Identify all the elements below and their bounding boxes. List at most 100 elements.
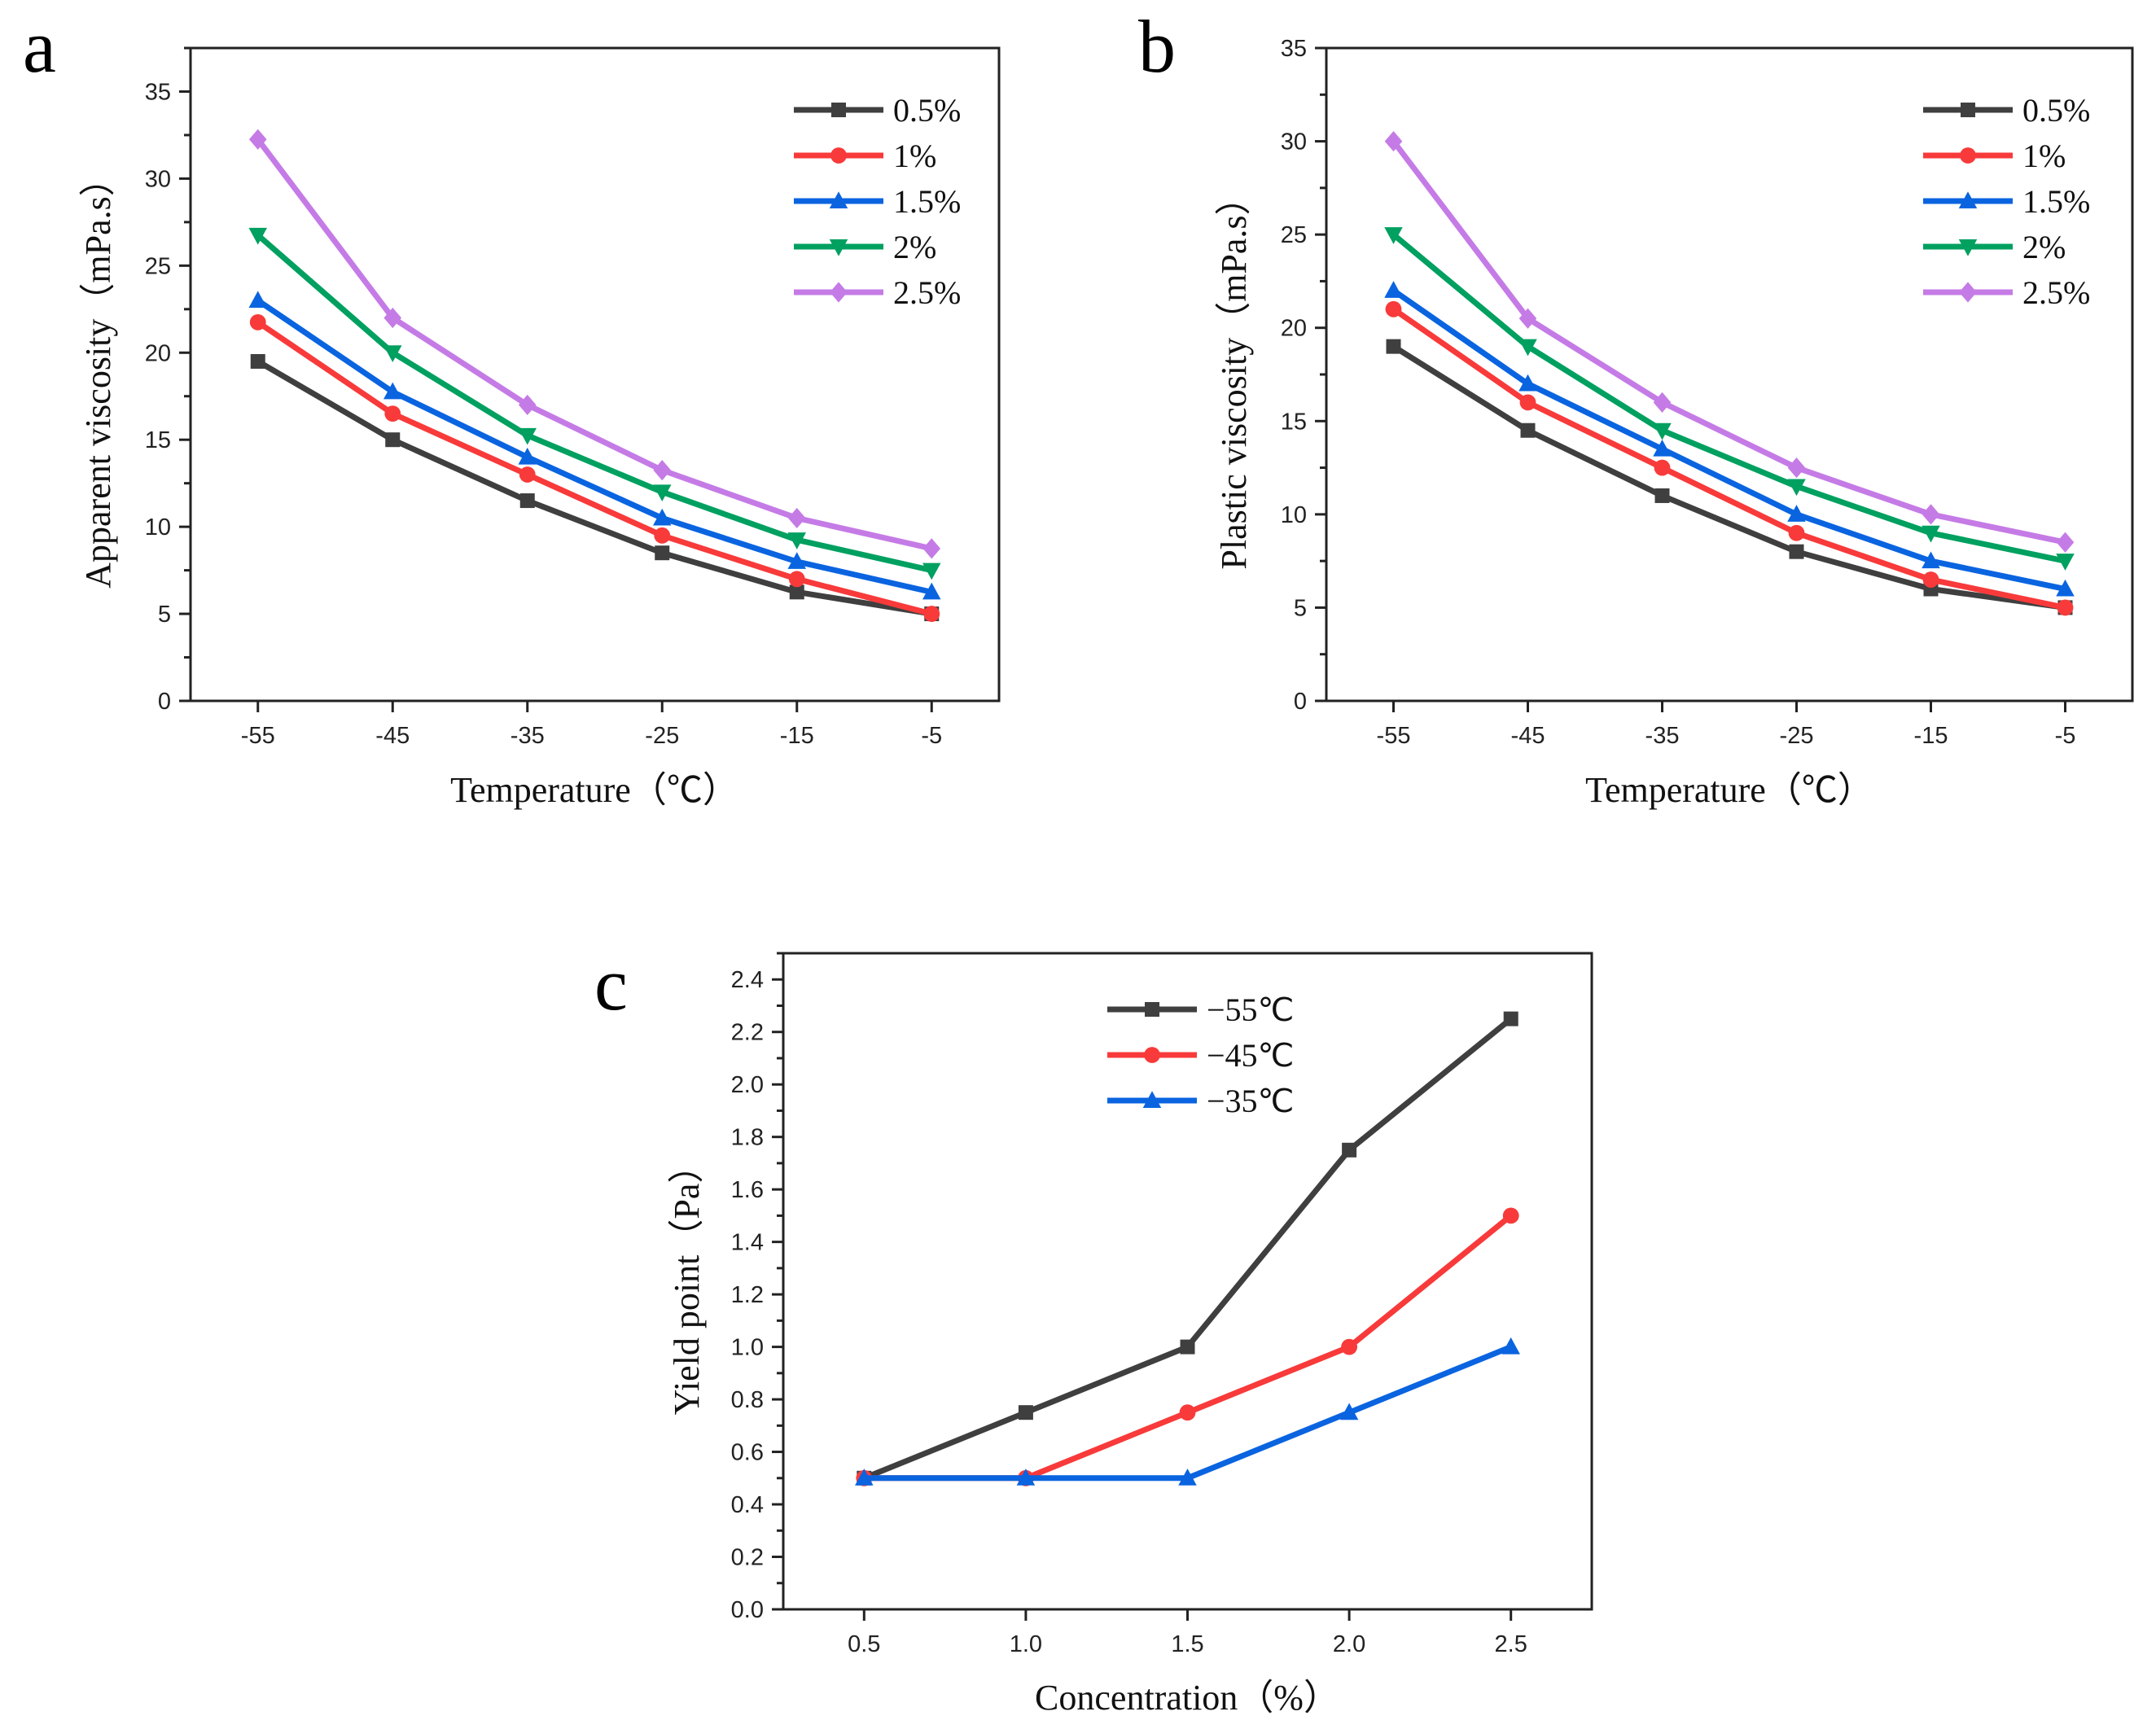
panel-label: c — [594, 943, 628, 1026]
data-point — [1518, 308, 1537, 329]
data-point — [922, 582, 941, 600]
legend-label: 1.5% — [2022, 183, 2090, 220]
data-point — [519, 493, 535, 509]
legend-marker — [830, 282, 848, 303]
data-point — [1518, 374, 1537, 392]
data-point — [787, 552, 806, 569]
series-line — [256, 319, 933, 617]
x-tick-label: -55 — [241, 723, 275, 749]
data-point — [2056, 579, 2075, 597]
y-axis-title: Yield point（Pa） — [667, 1148, 707, 1416]
y-tick-label: 1.4 — [731, 1230, 764, 1256]
data-point — [250, 353, 265, 369]
y-tick-label: 2.4 — [731, 967, 764, 993]
x-tick-label: 2.5 — [1495, 1631, 1527, 1657]
data-point — [249, 313, 266, 330]
series-line — [1391, 288, 2066, 592]
legend-entry: 1% — [1923, 138, 2066, 174]
series-line — [256, 358, 932, 617]
series-0 — [1386, 339, 2073, 615]
panel-label: b — [1138, 5, 1176, 88]
data-point — [519, 466, 536, 483]
legend-label: 2% — [2022, 229, 2066, 265]
x-axis-title: Temperature（℃） — [450, 770, 738, 810]
data-point — [788, 571, 805, 588]
data-point — [1519, 394, 1536, 411]
data-point — [1518, 339, 1537, 357]
series-2 — [1384, 281, 2075, 597]
legend-marker — [1960, 147, 1976, 164]
legend-marker — [829, 191, 848, 208]
legend-marker — [830, 147, 847, 164]
data-point — [922, 562, 941, 580]
series-line — [1391, 232, 2066, 564]
y-tick-label: 10 — [1281, 502, 1307, 528]
x-tick-label: -5 — [921, 723, 942, 749]
y-tick-label: 0.6 — [731, 1440, 764, 1466]
data-point — [384, 405, 401, 422]
series-line — [1391, 344, 2066, 611]
legend-entry: 1.5% — [1923, 183, 2090, 220]
data-point — [1341, 1338, 1357, 1355]
legend-marker — [1959, 282, 1977, 303]
data-point — [2056, 554, 2075, 571]
y-tick-label: 15 — [145, 427, 171, 453]
legend-marker — [829, 239, 848, 256]
chart-panel-a: a 0 5 10 15 20 25 30 35 -55 -45 -35 -25 -15 -5 Temperat… — [23, 5, 1001, 810]
legend-marker — [1144, 1047, 1160, 1063]
data-point — [923, 606, 940, 622]
panel-label: a — [23, 5, 56, 88]
series-2 — [248, 291, 941, 600]
legend-entry: 2% — [794, 229, 936, 265]
series-1 — [249, 313, 940, 622]
data-point — [1342, 1142, 1357, 1158]
legend-marker — [1145, 1002, 1159, 1017]
y-axis-title: Apparent viscosity（mPa.s） — [78, 160, 118, 589]
legend-marker — [1958, 239, 1978, 256]
legend-label: −35℃ — [1207, 1083, 1294, 1119]
data-point — [653, 460, 672, 481]
data-point — [1787, 457, 1806, 479]
data-point — [1016, 1469, 1036, 1486]
data-point — [1180, 1339, 1195, 1355]
legend-entry: 0.5% — [794, 92, 961, 129]
data-point — [1922, 504, 1940, 525]
series-1 — [1385, 300, 2074, 616]
y-tick-label: 35 — [1281, 36, 1307, 62]
series-line — [255, 138, 933, 552]
data-point — [1178, 1469, 1197, 1486]
legend-entry: 2.5% — [794, 274, 961, 311]
legend-label: −45℃ — [1207, 1037, 1294, 1074]
data-point — [1922, 525, 1940, 543]
legend-label: 2% — [893, 229, 936, 265]
x-tick-label: -5 — [2055, 723, 2076, 749]
data-point — [1384, 130, 1403, 152]
data-point — [1789, 544, 1804, 559]
y-tick-label: 2.2 — [731, 1020, 764, 1046]
data-point — [1654, 488, 1670, 503]
series-line — [1391, 139, 2066, 545]
data-point — [1787, 505, 1806, 522]
data-point — [1501, 1337, 1520, 1355]
legend-entry: 0.5% — [1923, 92, 2090, 129]
y-tick-label: 2.0 — [731, 1072, 764, 1098]
x-tick-label: -15 — [780, 723, 814, 749]
data-point — [787, 532, 806, 549]
y-tick-label: 0.2 — [731, 1545, 764, 1571]
data-point — [518, 394, 537, 416]
data-point — [1520, 422, 1536, 438]
data-point — [518, 447, 537, 465]
legend-label: 0.5% — [893, 92, 961, 129]
data-point — [248, 291, 267, 309]
legend-marker — [1961, 103, 1975, 117]
series-3 — [1384, 227, 2075, 571]
x-tick-label: -45 — [1511, 723, 1545, 749]
legend-marker — [831, 103, 846, 117]
y-tick-label: 0 — [158, 689, 171, 715]
series-2 — [855, 1337, 1520, 1486]
series-4 — [248, 129, 941, 559]
legend-marker — [1958, 191, 1978, 208]
data-point — [1339, 1403, 1359, 1420]
data-point — [385, 432, 401, 448]
chart-panel-c: c 0.0 0.2 0.4 0.6 0.8 1.0 1.2 1.4 1.6 1.8 2.0 2.2 2.4… — [594, 943, 1593, 1718]
